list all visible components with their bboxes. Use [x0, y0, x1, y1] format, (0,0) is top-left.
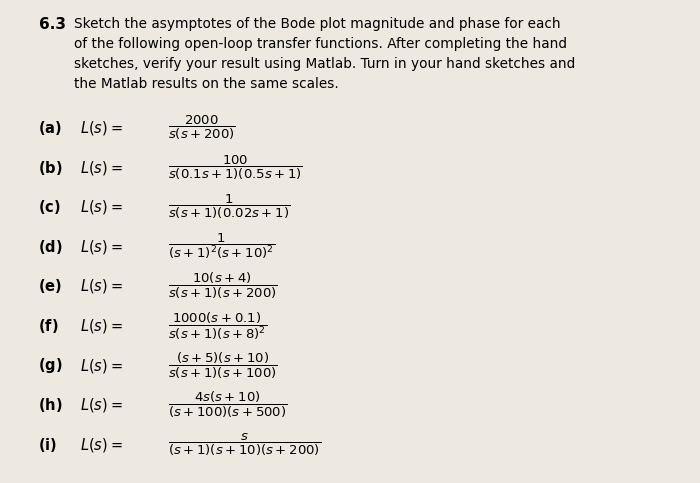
Text: $L(s) =$: $L(s) =$: [80, 356, 123, 375]
Text: $\mathbf{(d)}$: $\mathbf{(d)}$: [38, 238, 63, 256]
Text: $\mathbf{(b)}$: $\mathbf{(b)}$: [38, 158, 63, 177]
Text: $\dfrac{(s+5)(s+10)}{s(s+1)(s+100)}$: $\dfrac{(s+5)(s+10)}{s(s+1)(s+100)}$: [168, 351, 278, 381]
Text: $\mathbf{(a)}$: $\mathbf{(a)}$: [38, 119, 62, 137]
Text: $\dfrac{1000(s+0.1)}{s(s+1)(s+8)^{2}}$: $\dfrac{1000(s+0.1)}{s(s+1)(s+8)^{2}}$: [168, 311, 267, 341]
Text: $L(s) =$: $L(s) =$: [80, 198, 123, 216]
Text: $\mathbf{(c)}$: $\mathbf{(c)}$: [38, 198, 61, 216]
Text: $\dfrac{4s(s+10)}{(s+100)(s+500)}$: $\dfrac{4s(s+10)}{(s+100)(s+500)}$: [168, 390, 288, 420]
Text: $\dfrac{2000}{s(s+200)}$: $\dfrac{2000}{s(s+200)}$: [168, 114, 236, 142]
Text: $L(s) =$: $L(s) =$: [80, 396, 123, 414]
Text: $\dfrac{100}{s(0.1s+1)(0.5s+1)}$: $\dfrac{100}{s(0.1s+1)(0.5s+1)}$: [168, 154, 303, 182]
Text: 6.3: 6.3: [38, 17, 66, 32]
Text: $L(s) =$: $L(s) =$: [80, 277, 123, 296]
Text: Sketch the asymptotes of the Bode plot magnitude and phase for each
of the follo: Sketch the asymptotes of the Bode plot m…: [74, 17, 575, 91]
Text: $\dfrac{1}{(s+1)^{2}(s+10)^{2}}$: $\dfrac{1}{(s+1)^{2}(s+10)^{2}}$: [168, 232, 275, 261]
Text: $L(s) =$: $L(s) =$: [80, 119, 123, 137]
Text: $L(s) =$: $L(s) =$: [80, 238, 123, 256]
Text: $\mathbf{(h)}$: $\mathbf{(h)}$: [38, 396, 63, 414]
Text: $L(s) =$: $L(s) =$: [80, 317, 123, 335]
Text: $L(s) =$: $L(s) =$: [80, 436, 123, 454]
Text: $\mathbf{(g)}$: $\mathbf{(g)}$: [38, 356, 63, 375]
Text: $\mathbf{(e)}$: $\mathbf{(e)}$: [38, 277, 62, 296]
Text: $\dfrac{s}{(s+1)(s+10)(s+200)}$: $\dfrac{s}{(s+1)(s+10)(s+200)}$: [168, 432, 321, 458]
Text: $\dfrac{1}{s(s+1)(0.02s+1)}$: $\dfrac{1}{s(s+1)(0.02s+1)}$: [168, 193, 290, 221]
Text: $\mathbf{(f)}$: $\mathbf{(f)}$: [38, 317, 59, 335]
Text: $\mathbf{(i)}$: $\mathbf{(i)}$: [38, 436, 57, 454]
Text: $\dfrac{10(s+4)}{s(s+1)(s+200)}$: $\dfrac{10(s+4)}{s(s+1)(s+200)}$: [168, 271, 278, 301]
Text: $L(s) =$: $L(s) =$: [80, 158, 123, 177]
